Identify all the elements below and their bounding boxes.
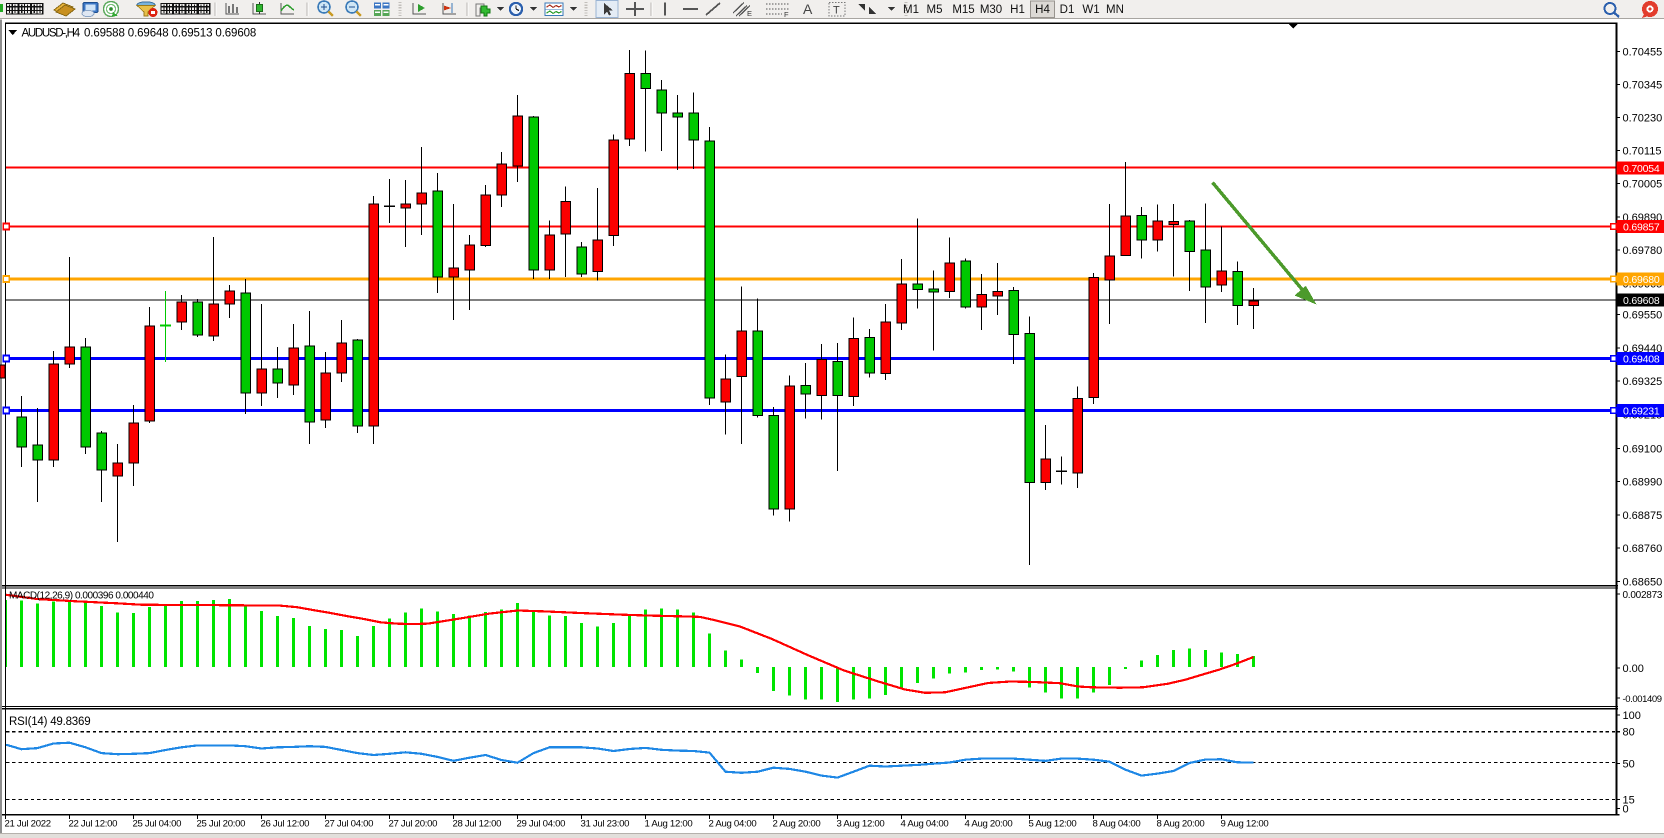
svg-text:100: 100 <box>1623 710 1641 722</box>
svg-text:MN: MN <box>1106 4 1124 16</box>
svg-text:MACD(12,26,9) 0.000396 0.00044: MACD(12,26,9) 0.000396 0.000440 <box>9 591 154 602</box>
svg-text:25 Jul 20:00: 25 Jul 20:00 <box>197 819 246 830</box>
svg-text:8 Aug 20:00: 8 Aug 20:00 <box>1157 819 1205 830</box>
svg-text:M5: M5 <box>927 4 943 16</box>
svg-text:T: T <box>833 5 840 17</box>
svg-text:4 Aug 20:00: 4 Aug 20:00 <box>965 819 1013 830</box>
svg-text:0.68650: 0.68650 <box>1623 577 1663 589</box>
svg-text:15: 15 <box>1623 794 1635 806</box>
svg-text:0.69408: 0.69408 <box>1623 354 1660 366</box>
svg-text:E: E <box>747 9 752 18</box>
svg-text:0.70115: 0.70115 <box>1623 145 1662 157</box>
svg-text:0.70455: 0.70455 <box>1623 47 1663 59</box>
svg-text:29 Jul 04:00: 29 Jul 04:00 <box>517 819 566 830</box>
svg-text:28 Jul 12:00: 28 Jul 12:00 <box>453 819 502 830</box>
svg-text:0.70054: 0.70054 <box>1623 163 1660 175</box>
svg-text:0.70230: 0.70230 <box>1623 112 1663 124</box>
svg-text:0.002873: 0.002873 <box>1623 590 1663 601</box>
svg-text:H4: H4 <box>1035 4 1050 16</box>
svg-text:M15: M15 <box>952 4 974 16</box>
svg-text:0: 0 <box>1623 804 1629 816</box>
svg-text:H1: H1 <box>1010 4 1025 16</box>
svg-text:0.69325: 0.69325 <box>1623 376 1663 388</box>
svg-text:25 Jul 04:00: 25 Jul 04:00 <box>133 819 182 830</box>
svg-text:8 Aug 04:00: 8 Aug 04:00 <box>1093 819 1141 830</box>
svg-text:27 Jul 20:00: 27 Jul 20:00 <box>389 819 438 830</box>
svg-text:5 Aug 12:00: 5 Aug 12:00 <box>1029 819 1077 830</box>
svg-text:80: 80 <box>1623 727 1635 739</box>
svg-text:D1: D1 <box>1060 4 1075 16</box>
svg-text:1 Aug 12:00: 1 Aug 12:00 <box>645 819 693 830</box>
svg-text:0.69231: 0.69231 <box>1623 406 1660 418</box>
svg-text:0.69857: 0.69857 <box>1623 222 1660 234</box>
svg-text:0.69608: 0.69608 <box>1623 295 1660 307</box>
svg-text:2 Aug 20:00: 2 Aug 20:00 <box>773 819 821 830</box>
svg-text:0.00: 0.00 <box>1623 663 1644 675</box>
svg-text:3 Aug 12:00: 3 Aug 12:00 <box>837 819 885 830</box>
svg-text:9 Aug 12:00: 9 Aug 12:00 <box>1221 819 1269 830</box>
svg-text:0.69440: 0.69440 <box>1623 343 1663 355</box>
svg-text:W1: W1 <box>1082 4 1099 16</box>
svg-text:0.70005: 0.70005 <box>1623 178 1663 190</box>
svg-text:4 Aug 04:00: 4 Aug 04:00 <box>901 819 949 830</box>
svg-text:2 Aug 04:00: 2 Aug 04:00 <box>709 819 757 830</box>
svg-text:31 Jul 23:00: 31 Jul 23:00 <box>581 819 630 830</box>
svg-text:0.68875: 0.68875 <box>1623 510 1663 522</box>
svg-text:RSI(14) 49.8369: RSI(14) 49.8369 <box>9 716 90 728</box>
svg-text:A: A <box>803 1 813 17</box>
svg-text:F: F <box>784 10 789 19</box>
svg-text:M30: M30 <box>980 4 1002 16</box>
svg-text:0.69100: 0.69100 <box>1623 443 1663 455</box>
svg-text:50: 50 <box>1623 758 1635 770</box>
svg-text:26 Jul 12:00: 26 Jul 12:00 <box>261 819 310 830</box>
svg-text:0.68990: 0.68990 <box>1623 477 1663 489</box>
svg-text:0.70345: 0.70345 <box>1623 79 1663 91</box>
svg-text:22 Jul 12:00: 22 Jul 12:00 <box>69 819 118 830</box>
svg-text:0.68760: 0.68760 <box>1623 543 1663 555</box>
svg-text:21 Jul 2022: 21 Jul 2022 <box>5 819 51 830</box>
svg-text:-0.001409: -0.001409 <box>1623 694 1662 705</box>
svg-text:0.69780: 0.69780 <box>1623 245 1663 257</box>
svg-text:27 Jul 04:00: 27 Jul 04:00 <box>325 819 374 830</box>
svg-text:0.69550: 0.69550 <box>1623 310 1663 322</box>
svg-text:AUDUSD-,H4: AUDUSD-,H4 <box>22 28 81 40</box>
svg-text:M1: M1 <box>903 4 919 16</box>
svg-text:0.69680: 0.69680 <box>1623 274 1660 286</box>
svg-text:0.69588 0.69648 0.69513 0.6960: 0.69588 0.69648 0.69513 0.69608 <box>84 28 256 40</box>
